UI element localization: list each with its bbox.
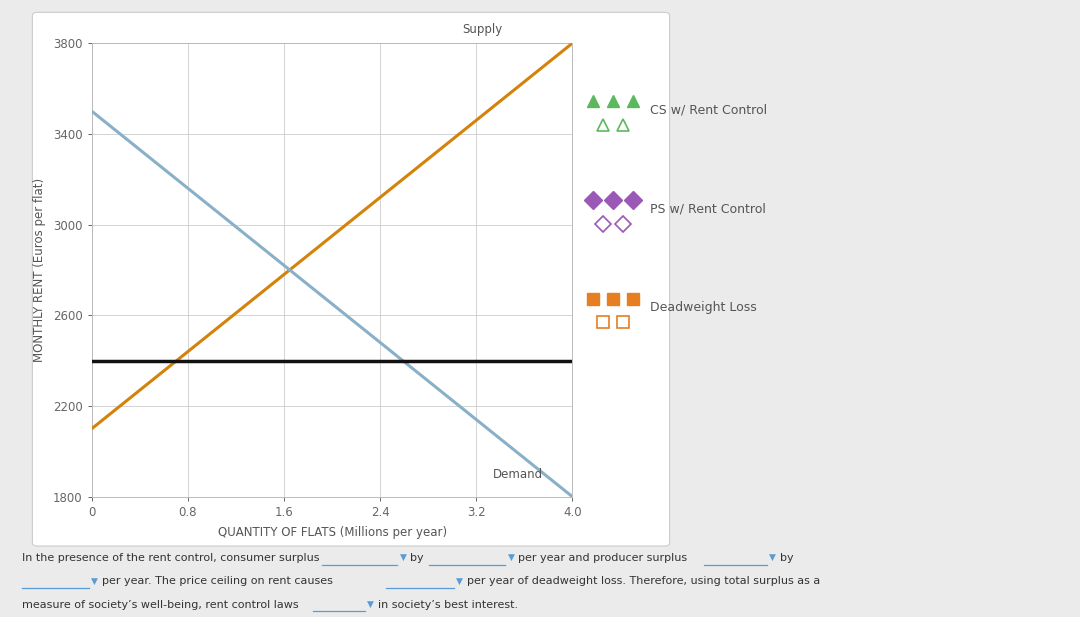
Text: per year. The price ceiling on rent causes: per year. The price ceiling on rent caus… — [102, 576, 333, 586]
Text: In the presence of the rent control, consumer surplus: In the presence of the rent control, con… — [22, 553, 319, 563]
Text: ▼: ▼ — [508, 553, 514, 562]
Text: ▼: ▼ — [367, 600, 374, 609]
Text: Demand: Demand — [494, 468, 543, 481]
Text: in society’s best interest.: in society’s best interest. — [378, 600, 518, 610]
Text: per year of deadweight loss. Therefore, using total surplus as a: per year of deadweight loss. Therefore, … — [467, 576, 820, 586]
Text: Supply: Supply — [462, 23, 502, 36]
Text: per year and producer surplus: per year and producer surplus — [518, 553, 688, 563]
Text: measure of society’s well-being, rent control laws: measure of society’s well-being, rent co… — [22, 600, 298, 610]
Text: ▼: ▼ — [400, 553, 406, 562]
Text: CS w/ Rent Control: CS w/ Rent Control — [650, 103, 767, 117]
Y-axis label: MONTHLY RENT (Euros per flat): MONTHLY RENT (Euros per flat) — [33, 178, 46, 362]
Text: ▼: ▼ — [769, 553, 775, 562]
Text: ▼: ▼ — [456, 577, 462, 586]
Text: PS w/ Rent Control: PS w/ Rent Control — [650, 202, 766, 215]
X-axis label: QUANTITY OF FLATS (Millions per year): QUANTITY OF FLATS (Millions per year) — [217, 526, 447, 539]
Text: Deadweight Loss: Deadweight Loss — [650, 300, 757, 314]
Text: ▼: ▼ — [91, 577, 97, 586]
Text: by: by — [410, 553, 424, 563]
Text: by: by — [780, 553, 794, 563]
